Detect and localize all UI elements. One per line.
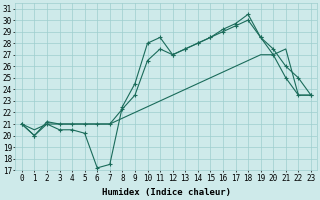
X-axis label: Humidex (Indice chaleur): Humidex (Indice chaleur) <box>102 188 231 197</box>
